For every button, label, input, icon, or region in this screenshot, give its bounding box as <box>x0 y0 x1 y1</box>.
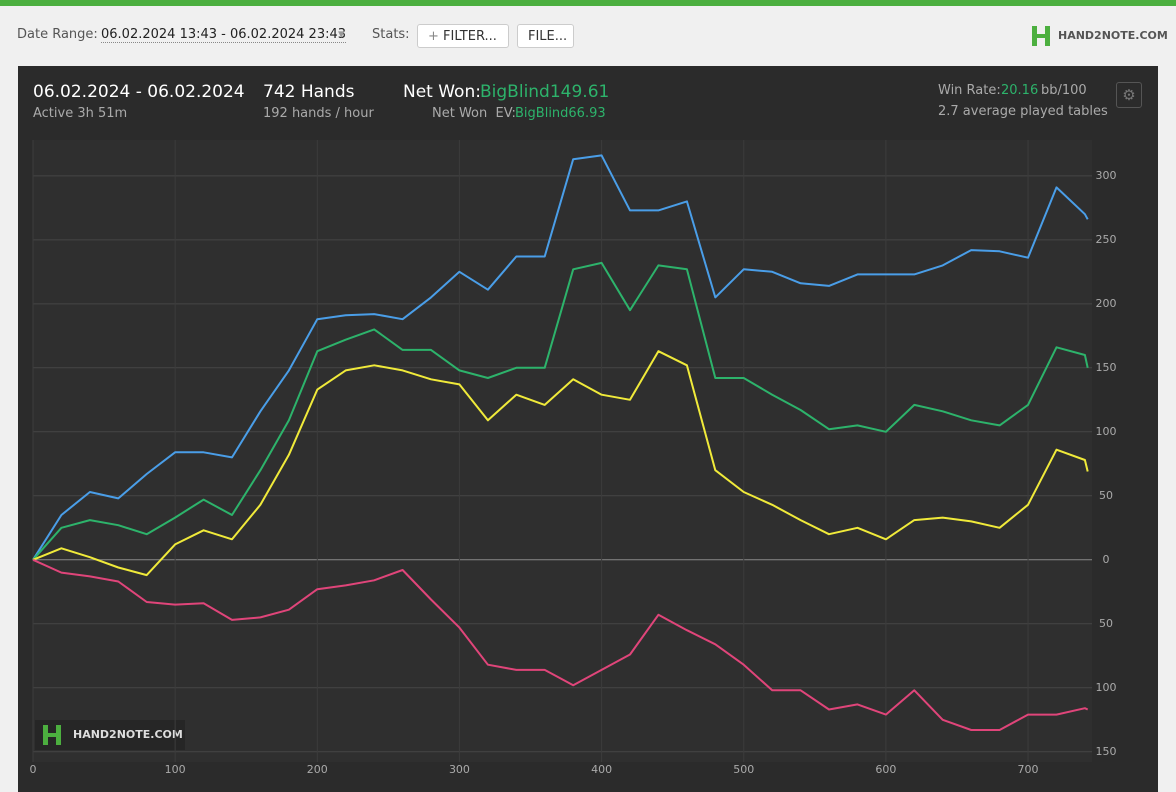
net-won-label: Net Won: <box>403 82 481 102</box>
y-tick-label: 100 <box>1096 681 1117 694</box>
hands-per-hour: 192 hands / hour <box>263 106 374 121</box>
logo-text: HAND2NOTE.COM <box>1058 29 1168 42</box>
win-rate-label: Win Rate: <box>938 83 1001 98</box>
y-tick-label: 200 <box>1096 297 1117 310</box>
y-tick-label: 50 <box>1099 489 1113 502</box>
tables: 2.7 average played tables <box>938 104 1108 119</box>
net-won-ev-label: Net Won EV: <box>432 106 516 121</box>
series-line <box>32 154 1089 561</box>
dates: 06.02.2024 - 06.02.2024 <box>33 82 245 102</box>
y-tick-label: 0 <box>1103 553 1110 566</box>
y-tick-label: 50 <box>1099 617 1113 630</box>
win-rate: 20.16 <box>1001 83 1039 98</box>
y-tick-label: 300 <box>1096 169 1117 182</box>
watermark-text: HAND2NOTE.COM <box>73 728 183 741</box>
watermark: HAND2NOTE.COM <box>35 720 185 750</box>
chart: HAND2NOTE.COM 30025020015010050050100150… <box>30 140 1117 776</box>
win-rate-unit: bb/100 <box>1041 83 1087 98</box>
file-button[interactable]: FILE... <box>517 24 574 48</box>
filter-text: FILTER... <box>443 29 497 44</box>
series-line <box>32 558 1089 731</box>
y-tick-label: 100 <box>1096 425 1117 438</box>
y-tick-label: 250 <box>1096 233 1117 246</box>
x-tick-label: 600 <box>875 763 896 776</box>
logo-icon <box>1032 26 1050 46</box>
y-tick-label: 150 <box>1096 361 1117 374</box>
active-time: Active 3h 51m <box>33 106 128 121</box>
stats-panel: 06.02.2024 - 06.02.2024 Active 3h 51m 74… <box>18 66 1158 792</box>
hands: 742 Hands <box>263 82 355 102</box>
dropdown-arrow[interactable]: ▾ <box>338 27 345 42</box>
y-tick-label: 150 <box>1096 745 1117 758</box>
net-won: BigBlind149.61 <box>480 82 610 102</box>
date-range[interactable]: 06.02.2024 13:43 - 06.02.2024 23:43 <box>101 27 347 43</box>
filter-button[interactable]: + FILTER... <box>417 24 509 48</box>
x-tick-label: 300 <box>449 763 470 776</box>
series-line <box>32 261 1089 561</box>
x-tick-label: 100 <box>165 763 186 776</box>
plot-area <box>33 140 1092 762</box>
top-bar <box>0 0 1176 6</box>
x-tick-label: 400 <box>591 763 612 776</box>
x-tick-label: 500 <box>733 763 754 776</box>
x-tick-label: 200 <box>307 763 328 776</box>
series-line <box>32 350 1089 577</box>
date-range-label: Date Range: <box>17 27 98 42</box>
x-tick-label: 700 <box>1018 763 1039 776</box>
stats-label: Stats: <box>372 27 410 42</box>
x-tick-label: 0 <box>30 763 37 776</box>
settings-button[interactable]: ⚙ <box>1116 82 1142 108</box>
net-won-ev: BigBlind66.93 <box>515 106 606 121</box>
